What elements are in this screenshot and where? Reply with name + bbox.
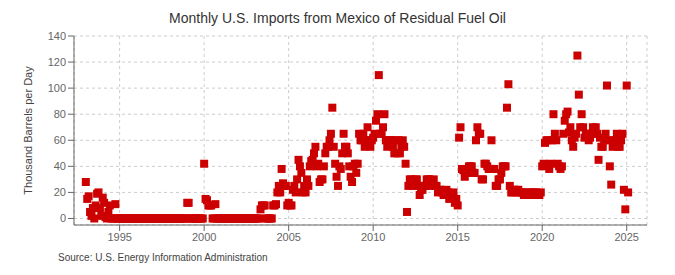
svg-text:2020: 2020	[530, 231, 554, 243]
svg-text:2005: 2005	[276, 231, 300, 243]
svg-text:2015: 2015	[445, 231, 469, 243]
svg-text:100: 100	[48, 82, 66, 94]
svg-text:40: 40	[54, 160, 66, 172]
html-text:Monthly U.S. Imports from Mexi: Monthly U.S. Imports from Mexico of Resi…	[169, 10, 506, 26]
svg-text:Thousand Barrels per Day: Thousand Barrels per Day	[22, 66, 34, 195]
svg-text:2010: 2010	[361, 231, 385, 243]
svg-text:2025: 2025	[614, 231, 638, 243]
svg-text:0: 0	[60, 212, 66, 224]
html-text:Source: U.S. Energy Informatio: Source: U.S. Energy Information Administ…	[58, 252, 268, 263]
svg-text:120: 120	[48, 56, 66, 68]
svg-text:2000: 2000	[192, 231, 216, 243]
svg-text:60: 60	[54, 134, 66, 146]
svg-text:20: 20	[54, 186, 66, 198]
svg-text:140: 140	[48, 30, 66, 42]
svg-text:80: 80	[54, 108, 66, 120]
svg-text:1995: 1995	[107, 231, 131, 243]
